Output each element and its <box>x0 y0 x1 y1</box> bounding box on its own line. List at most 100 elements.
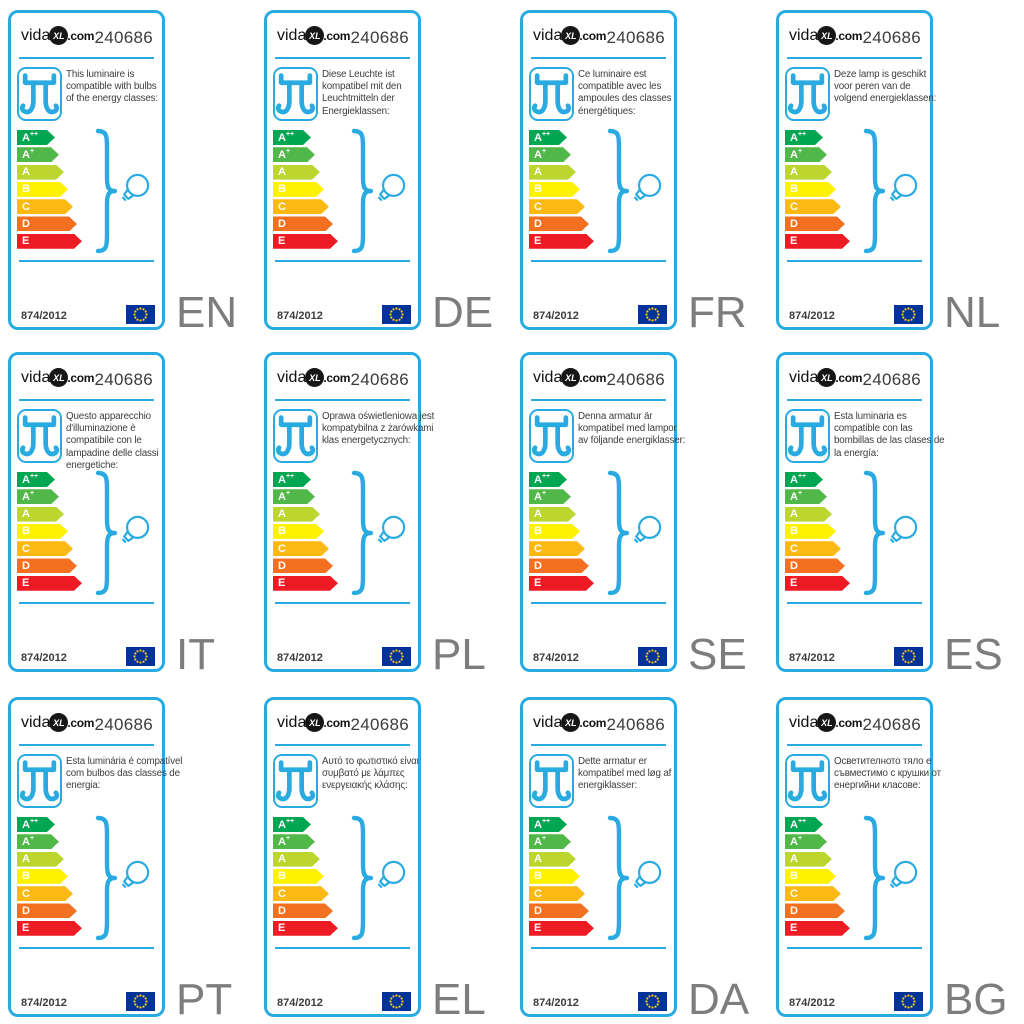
brace-glyph <box>351 815 373 941</box>
energy-class-bar-a: A <box>529 507 576 522</box>
compatibility-text: Αυτό το φωτιστικό είναι συμβατό με λάμπε… <box>322 756 419 792</box>
energy-label-card: vida XL .com 240686 Diese Leuchte ist ko… <box>264 10 421 330</box>
compatibility-text: Dette armatur er kompatibel med løg af e… <box>578 756 672 792</box>
brace-glyph <box>607 470 629 596</box>
bar-letter: A <box>790 853 798 866</box>
energy-class-bar-app: A ++ <box>785 472 823 487</box>
bar-letter: A <box>534 818 542 831</box>
bar-letter: A <box>534 473 542 486</box>
footer-divider <box>787 602 922 604</box>
language-code: EN <box>176 288 238 337</box>
logo-xl-badge: XL <box>305 26 325 45</box>
luminaire-icon <box>529 67 574 121</box>
energy-class-bar-ap: A + <box>273 834 315 849</box>
bar-letter: A <box>790 835 798 848</box>
energy-class-bar-app: A ++ <box>785 817 823 832</box>
energy-class-bar-c: C <box>529 541 585 556</box>
header-divider <box>787 744 922 746</box>
vidaxl-logo: vida XL .com <box>789 368 862 387</box>
energy-class-bar-app: A ++ <box>17 130 55 145</box>
energy-class-bar-d: D <box>17 216 77 231</box>
vidaxl-logo: vida XL .com <box>533 713 606 732</box>
compatibility-text: Deze lamp is geschikt voor peren van de … <box>834 69 937 105</box>
energy-class-bar-e: E <box>273 576 338 591</box>
eu-flag-icon <box>382 647 411 666</box>
logo-xl-badge: XL <box>49 26 69 45</box>
logo-text-vida: vida <box>21 713 51 731</box>
logo-text-com: .com <box>67 28 95 43</box>
regulation-number: 874/2012 <box>277 997 323 1009</box>
logo-xl-badge: XL <box>817 368 837 387</box>
brace-glyph <box>351 470 373 596</box>
energy-class-bar-b: B <box>785 524 836 539</box>
energy-class-bar-e: E <box>785 921 850 936</box>
footer-divider <box>19 947 154 949</box>
energy-class-bar-a: A <box>785 852 832 867</box>
compatibility-text: Осветителното тяло е съвместимо с крушки… <box>834 756 941 792</box>
bar-letter: A <box>22 853 30 866</box>
bar-letter: A <box>790 508 798 521</box>
compatibility-text: Ce luminaire est compatible avec les amp… <box>578 69 672 117</box>
header-divider <box>787 57 922 59</box>
bulb-icon <box>378 173 406 201</box>
product-number: 240686 <box>350 715 409 734</box>
brace-glyph <box>863 470 885 596</box>
energy-class-bar-app: A ++ <box>273 817 311 832</box>
logo-text-vida: vida <box>21 368 51 386</box>
logo-text-vida: vida <box>277 713 307 731</box>
bar-letter: C <box>278 887 286 900</box>
energy-label-card: vida XL .com 240686 Dette armatur er kom… <box>520 697 677 1017</box>
bar-letter: A <box>278 853 286 866</box>
bar-letter: B <box>534 870 542 883</box>
bar-letter: B <box>22 870 30 883</box>
bar-letter: A <box>22 131 30 144</box>
bar-letter: D <box>278 217 286 230</box>
luminaire-icon <box>17 67 62 121</box>
bar-letter: A <box>534 490 542 503</box>
eu-flag-icon <box>894 305 923 324</box>
bar-letter: D <box>790 217 798 230</box>
bulb-icon <box>378 860 406 888</box>
header-divider <box>787 399 922 401</box>
bar-letter: A <box>22 166 30 179</box>
energy-class-bar-b: B <box>273 869 324 884</box>
logo-text-vida: vida <box>789 713 819 731</box>
energy-class-bar-e: E <box>17 234 82 249</box>
bar-letter: E <box>790 577 798 590</box>
regulation-number: 874/2012 <box>533 997 579 1009</box>
bar-letter: B <box>534 183 542 196</box>
language-code: EL <box>432 975 486 1024</box>
luminaire-icon <box>273 67 318 121</box>
energy-class-bar-b: B <box>273 524 324 539</box>
bar-letter: A <box>534 853 542 866</box>
regulation-number: 874/2012 <box>789 997 835 1009</box>
logo-xl-badge: XL <box>305 368 325 387</box>
bar-letter: D <box>790 904 798 917</box>
luminaire-icon <box>529 409 574 463</box>
header-divider <box>531 399 666 401</box>
regulation-number: 874/2012 <box>533 310 579 322</box>
regulation-number: 874/2012 <box>277 652 323 664</box>
regulation-number: 874/2012 <box>789 652 835 664</box>
vidaxl-logo: vida XL .com <box>789 713 862 732</box>
language-code: PT <box>176 975 233 1024</box>
luminaire-icon <box>785 67 830 121</box>
product-number: 240686 <box>862 370 921 389</box>
eu-flag-icon <box>382 992 411 1011</box>
footer-divider <box>19 260 154 262</box>
bar-letter: C <box>534 542 542 555</box>
energy-class-bar-e: E <box>529 234 594 249</box>
energy-class-bar-a: A <box>529 852 576 867</box>
energy-label-card: vida XL .com 240686 Αυτό το φωτιστικό εί… <box>264 697 421 1017</box>
vidaxl-logo: vida XL .com <box>21 368 94 387</box>
regulation-number: 874/2012 <box>277 310 323 322</box>
bar-letter: D <box>534 904 542 917</box>
energy-class-bar-b: B <box>17 524 68 539</box>
header-divider <box>19 744 154 746</box>
energy-class-bar-a: A <box>17 165 64 180</box>
eu-flag-icon <box>638 647 667 666</box>
energy-class-bar-app: A ++ <box>785 130 823 145</box>
bar-letter: D <box>22 217 30 230</box>
bulb-icon <box>122 515 150 543</box>
energy-label-card: vida XL .com 240686 Ce luminaire est com… <box>520 10 677 330</box>
